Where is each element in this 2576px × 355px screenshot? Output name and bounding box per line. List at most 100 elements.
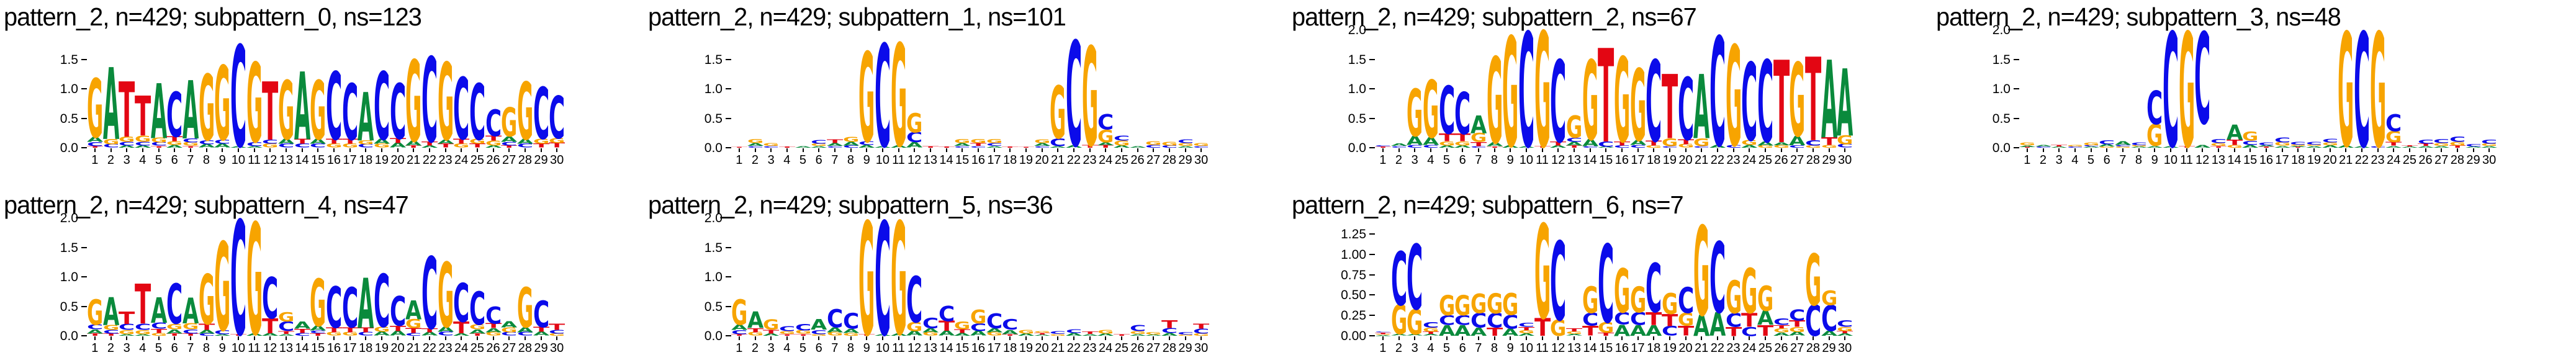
x-tick-label: 11 (892, 341, 905, 355)
svg-text:T: T (1646, 139, 1662, 146)
svg-text:C: C (843, 145, 859, 148)
x-tick-label: 29 (1178, 341, 1192, 355)
svg-text:G: G (103, 324, 119, 331)
svg-text:A: A (954, 332, 971, 337)
x-tick-mark (1605, 148, 1607, 152)
x-tick-mark (333, 148, 335, 152)
svg-text:C: C (2290, 140, 2306, 145)
svg-text:C: C (2322, 138, 2338, 143)
y-tick-mark (726, 246, 731, 248)
logo-letter-A: A (2242, 144, 2259, 149)
x-tick-mark (1812, 148, 1814, 152)
logo-letter-C: C (2274, 137, 2290, 144)
logo-letter-T: T (103, 333, 119, 336)
logo-letter-C: C (501, 141, 517, 146)
x-tick-mark (1414, 148, 1416, 152)
logo-letter-A: A (2194, 144, 2211, 149)
logo-letter-C: C (1550, 38, 1566, 168)
logo-letter-C: C (1757, 38, 1773, 168)
svg-text:G: G (1193, 333, 1209, 336)
logo-letter-T: T (1550, 140, 1567, 147)
y-tick-mark (81, 217, 87, 218)
svg-text:C: C (342, 68, 358, 158)
logo-letter-G: G (517, 277, 533, 341)
x-tick-label: 1 (736, 341, 743, 355)
svg-text:G: G (310, 266, 326, 341)
x-tick-mark (2217, 148, 2219, 152)
logo-letter-T: T (421, 140, 438, 147)
x-tick-mark (1168, 148, 1170, 152)
svg-text:A: A (1407, 134, 1423, 148)
svg-text:A: A (517, 137, 534, 145)
svg-text:A: A (906, 330, 923, 337)
logo-letter-A: A (747, 142, 764, 147)
logo-letter-A: A (1789, 133, 1806, 149)
svg-text:T: T (1646, 309, 1662, 330)
x-tick-mark (492, 336, 494, 340)
logo-letter-A: A (731, 323, 748, 332)
logo-letter-G: G (278, 310, 294, 325)
x-tick-mark (2106, 148, 2108, 152)
logo-letter-G: G (2131, 145, 2147, 147)
logo-letter-A: A (2354, 146, 2371, 148)
x-tick-label: 3 (1411, 153, 1418, 167)
svg-text:G: G (779, 330, 795, 335)
svg-text:A: A (278, 137, 295, 145)
svg-text:T: T (1002, 334, 1019, 336)
svg-text:C: C (1034, 146, 1050, 148)
x-tick-mark (1073, 336, 1074, 340)
svg-text:A: A (2385, 146, 2402, 148)
x-tick-mark (2169, 148, 2171, 152)
x-tick-mark (1828, 148, 1830, 152)
svg-text:T: T (1821, 136, 1837, 148)
x-tick-label: 6 (1459, 341, 1466, 355)
logo-letter-A: A (2290, 146, 2307, 148)
svg-text:C: C (811, 329, 827, 336)
svg-text:G: G (1821, 287, 1837, 310)
logo-letter-C: C (421, 34, 438, 169)
svg-text:G: G (1757, 279, 1773, 319)
svg-text:C: C (1145, 144, 1161, 149)
logo-letter-G: G (747, 138, 763, 145)
logo-letter-C: C (2354, 1, 2370, 184)
logo-letter-T: T (1614, 140, 1631, 147)
svg-text:C: C (1470, 309, 1487, 332)
logo-letter-A: A (246, 146, 263, 148)
x-tick-mark (1153, 336, 1155, 340)
x-tick-label: 24 (1742, 153, 1757, 167)
x-tick-mark (802, 336, 804, 340)
x-tick-label: 15 (311, 341, 325, 355)
x-tick-label: 21 (1695, 153, 1709, 167)
logo-letter-G: G (1423, 65, 1439, 156)
x-tick-mark (269, 148, 271, 152)
svg-text:G: G (1693, 137, 1709, 149)
x-tick-label: 1 (91, 153, 99, 167)
x-tick-label: 9 (218, 153, 226, 167)
logo-letter-C: C (1614, 309, 1630, 328)
x-tick-mark (1525, 336, 1527, 340)
svg-text:G: G (1773, 144, 1790, 149)
svg-text:A: A (2146, 146, 2163, 148)
x-tick-mark (738, 336, 740, 340)
logo-letter-T: T (2210, 146, 2227, 148)
svg-text:A: A (166, 144, 183, 149)
svg-text:G: G (2227, 144, 2243, 149)
svg-text:G: G (906, 321, 922, 335)
svg-text:C: C (549, 85, 565, 153)
logo-letter-G: G (891, 191, 907, 355)
logo-letter-A: A (151, 68, 167, 156)
svg-text:C: C (2115, 145, 2131, 147)
x-tick-label: 5 (2087, 153, 2095, 167)
x-tick-label: 13 (2211, 153, 2225, 167)
x-tick-label: 25 (1114, 153, 1128, 167)
y-tick-mark (81, 276, 87, 277)
svg-text:A: A (1518, 146, 1535, 148)
svg-text:G: G (326, 331, 342, 337)
logo-letter-G: G (2481, 143, 2497, 146)
logo-letter-C: C (135, 141, 151, 146)
svg-text:C: C (731, 329, 747, 336)
svg-text:T: T (119, 66, 135, 155)
logo-letter-G: G (747, 331, 763, 337)
svg-text:T: T (262, 315, 278, 338)
x-tick-mark (205, 148, 207, 152)
